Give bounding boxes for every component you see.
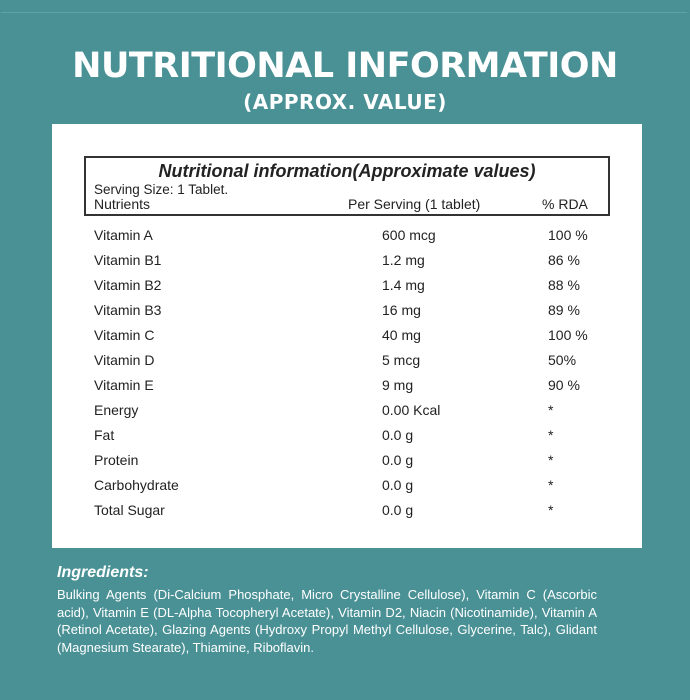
table-row: Vitamin A 600 mcg 100 % xyxy=(52,224,642,249)
ingredients-text: Bulking Agents (Di-Calcium Phosphate, Mi… xyxy=(57,587,597,655)
nutrient-name: Energy xyxy=(94,402,139,418)
rda-value: 100 % xyxy=(548,327,588,343)
per-serving-value: 600 mcg xyxy=(382,227,436,243)
table-row: Fat 0.0 g * xyxy=(52,424,642,449)
rda-value: 90 % xyxy=(548,377,580,393)
nutrient-name: Fat xyxy=(94,427,115,443)
per-serving-value: 40 mg xyxy=(382,327,421,343)
nutrient-table: Vitamin A 600 mcg 100 % Vitamin B1 1.2 mg 86… xyxy=(52,224,642,524)
table-row: Total Sugar 0.0 g * xyxy=(52,499,642,524)
nutrition-panel: Nutritional information(Approximate valu… xyxy=(52,124,642,548)
table-row: Protein 0.0 g * xyxy=(52,449,642,474)
column-header-per-serving: Per Serving (1 tablet) xyxy=(348,196,481,212)
nutrient-name: Vitamin E xyxy=(94,377,154,393)
nutrient-name: Vitamin B2 xyxy=(94,277,162,293)
rda-value: * xyxy=(548,402,554,418)
per-serving-value: 0.0 g xyxy=(382,502,414,518)
rda-value: * xyxy=(548,477,554,493)
column-header-rda: % RDA xyxy=(542,196,588,212)
nutrient-name: Protein xyxy=(94,452,139,468)
rda-value: 86 % xyxy=(548,252,580,268)
column-header-nutrients: Nutrients xyxy=(94,196,151,212)
per-serving-value: 0.0 g xyxy=(382,427,414,443)
nutrient-name: Vitamin B1 xyxy=(94,252,162,268)
table-title: Nutritional information(Approximate valu… xyxy=(158,161,536,181)
rda-value: * xyxy=(548,427,554,443)
rda-value: * xyxy=(548,452,554,468)
per-serving-value: 0.0 g xyxy=(382,477,414,493)
table-row: Vitamin B3 16 mg 89 % xyxy=(52,299,642,324)
nutrient-name: Vitamin C xyxy=(94,327,155,343)
table-row: Vitamin B2 1.4 mg 88 % xyxy=(52,274,642,299)
serving-size: Serving Size: 1 Tablet. xyxy=(94,182,229,197)
table-row: Vitamin B1 1.2 mg 86 % xyxy=(52,249,642,274)
per-serving-value: 0.00 Kcal xyxy=(382,402,441,418)
rda-value: 88 % xyxy=(548,277,580,293)
nutrient-name: Carbohydrate xyxy=(94,477,179,493)
per-serving-value: 1.4 mg xyxy=(382,277,425,293)
per-serving-value: 0.0 g xyxy=(382,452,414,468)
page-title: NUTRITIONAL INFORMATION xyxy=(72,46,618,86)
table-row: Vitamin E 9 mg 90 % xyxy=(52,374,642,399)
nutrient-name: Vitamin D xyxy=(94,352,155,368)
nutrient-name: Total Sugar xyxy=(94,502,165,518)
table-row: Vitamin D 5 mcg 50% xyxy=(52,349,642,374)
table-row: Energy 0.00 Kcal * xyxy=(52,399,642,424)
table-row: Carbohydrate 0.0 g * xyxy=(52,474,642,499)
per-serving-value: 9 mg xyxy=(382,377,414,393)
page-subtitle: (APPROX. VALUE) xyxy=(243,90,447,114)
nutrient-name: Vitamin A xyxy=(94,227,153,243)
table-header-box: Nutritional information(Approximate valu… xyxy=(84,156,610,216)
rda-value: 89 % xyxy=(548,302,580,318)
rda-value: 100 % xyxy=(548,227,588,243)
nutrient-name: Vitamin B3 xyxy=(94,302,162,318)
rda-value: * xyxy=(548,502,554,518)
table-row: Vitamin C 40 mg 100 % xyxy=(52,324,642,349)
per-serving-value: 5 mcg xyxy=(382,352,421,368)
ingredients-heading: Ingredients: xyxy=(57,564,149,581)
per-serving-value: 1.2 mg xyxy=(382,252,425,268)
rda-value: 50% xyxy=(548,352,577,368)
per-serving-value: 16 mg xyxy=(382,302,421,318)
